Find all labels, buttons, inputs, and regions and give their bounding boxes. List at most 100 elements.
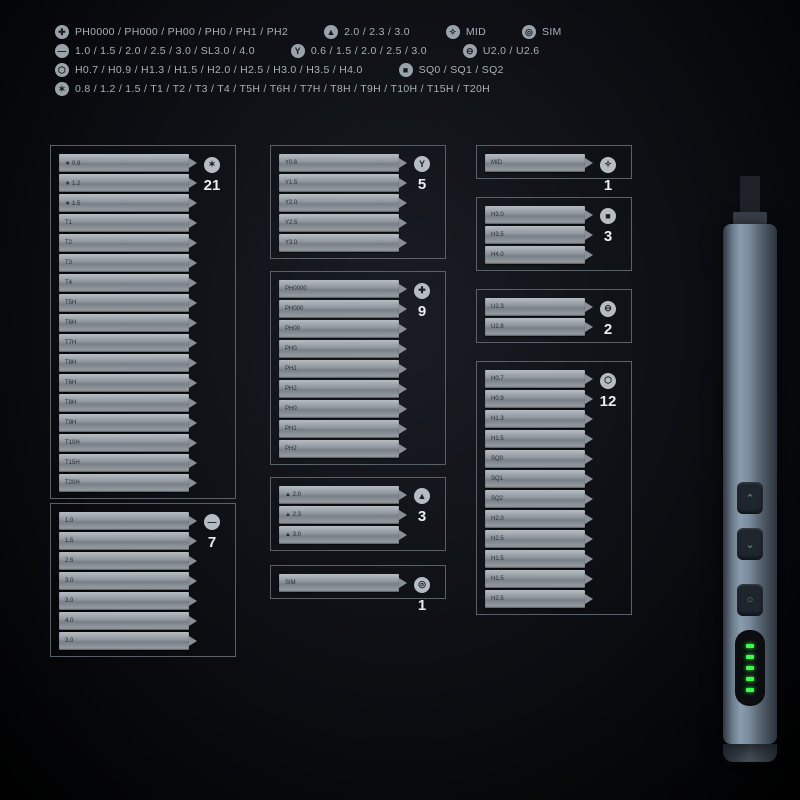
bit-label: Y3.0 bbox=[285, 240, 297, 246]
bit-label: 1.0 bbox=[65, 518, 73, 524]
bit-label: PH0000 bbox=[285, 286, 307, 292]
legend-icon: Y bbox=[291, 44, 305, 58]
bit: T5H bbox=[59, 294, 189, 312]
bit: H1.5 bbox=[485, 430, 585, 448]
bit-label: PH1 bbox=[285, 366, 297, 372]
bit: PH2 bbox=[279, 380, 399, 398]
bit-label: U2.3 bbox=[491, 304, 504, 310]
count-number: 12 bbox=[593, 393, 623, 410]
group-hex: H0.7H0.9H1.3H1.5SQ0SQ1SQ2H2.0H2.5H1.5H1.… bbox=[476, 361, 632, 615]
bit-label: T1 bbox=[65, 220, 72, 226]
count-icon: ✚ bbox=[414, 283, 430, 299]
legend-icon: ▲ bbox=[324, 25, 338, 39]
bit: 3.0 bbox=[59, 632, 189, 650]
bit-label: H2.0 bbox=[491, 516, 504, 522]
driver-display bbox=[735, 630, 765, 706]
bit-label: PH2 bbox=[285, 446, 297, 452]
legend-text: 2.0 / 2.3 / 3.0 bbox=[344, 26, 410, 38]
legend-icon: ■ bbox=[399, 63, 413, 77]
bits-column: 1.01.52.53.03.04.03.0 bbox=[59, 512, 189, 650]
bit: T7H bbox=[59, 334, 189, 352]
bit-label: H2.5 bbox=[491, 596, 504, 602]
bit-label: 3.0 bbox=[65, 638, 73, 644]
bits-column: ▲ 2.0▲ 2.3▲ 3.0 bbox=[279, 486, 399, 544]
legend-text: 1.0 / 1.5 / 2.0 / 2.5 / 3.0 / SL3.0 / 4.… bbox=[75, 45, 255, 57]
count-icon: — bbox=[204, 514, 220, 530]
driver-button[interactable]: ○ bbox=[737, 584, 763, 616]
legend-icon: ◎ bbox=[522, 25, 536, 39]
legend-text: H0.7 / H0.9 / H1.3 / H1.5 / H2.0 / H2.5 … bbox=[75, 64, 363, 76]
bit: T4 bbox=[59, 274, 189, 292]
bit-label: T4 bbox=[65, 280, 72, 286]
bit-label: ★ 1.2 bbox=[65, 180, 80, 187]
bits-column: H3.0H3.5H4.0 bbox=[485, 206, 585, 264]
bit: SIM bbox=[279, 574, 399, 592]
count-column: ▲3 bbox=[407, 486, 437, 525]
count-column: ⬡12 bbox=[593, 370, 623, 410]
legend-extra: ■SQ0 / SQ1 / SQ2 bbox=[399, 63, 504, 77]
legend-text: MID bbox=[466, 26, 486, 38]
bit: H0.7 bbox=[485, 370, 585, 388]
count-column: Y5 bbox=[407, 154, 437, 193]
bits-column: SIM bbox=[279, 574, 399, 592]
bit: 1.5 bbox=[59, 532, 189, 550]
legend-row: ✶0.8 / 1.2 / 1.5 / T1 / T2 / T3 / T4 / T… bbox=[55, 82, 745, 96]
bits-column: Y0.6Y1.5Y2.0Y2.5Y3.0 bbox=[279, 154, 399, 252]
group-torx: ★ 0.8★ 1.2★ 1.5T1T2T3T4T5HT6HT7HT8HT6HT8… bbox=[50, 145, 236, 499]
bit: Y0.6 bbox=[279, 154, 399, 172]
bit-label: T6H bbox=[65, 320, 76, 326]
legend-icon: ⊖ bbox=[463, 44, 477, 58]
bit: SQ2 bbox=[485, 490, 585, 508]
legend-area: ✚PH0000 / PH000 / PH00 / PH0 / PH1 / PH2… bbox=[0, 0, 800, 109]
bit: H3.5 bbox=[485, 226, 585, 244]
led-icon bbox=[746, 688, 754, 692]
bits-column: MID bbox=[485, 154, 585, 172]
bits-column: U2.3U2.8 bbox=[485, 298, 585, 336]
led-icon bbox=[746, 644, 754, 648]
legend-extra: ◎ SIM bbox=[522, 25, 562, 39]
bit: PH000 bbox=[279, 300, 399, 318]
bit: PH0 bbox=[279, 400, 399, 418]
bit: ★ 1.2 bbox=[59, 174, 189, 192]
count-icon: ■ bbox=[600, 208, 616, 224]
bit-label: 2.5 bbox=[65, 558, 73, 564]
driver-button[interactable]: ⌃ bbox=[737, 482, 763, 514]
bit-label: T2 bbox=[65, 240, 72, 246]
count-icon: Y bbox=[414, 156, 430, 172]
group-mid: MID✧1 bbox=[476, 145, 632, 179]
bit-label: H1.3 bbox=[491, 416, 504, 422]
legend-extra: ⊖U2.0 / U2.6 bbox=[463, 44, 539, 58]
bit: Y2.5 bbox=[279, 214, 399, 232]
driver-button[interactable]: ⌄ bbox=[737, 528, 763, 560]
legend-icon: ⬡ bbox=[55, 63, 69, 77]
legend-icon: ✶ bbox=[55, 82, 69, 96]
screwdriver: ⌃ ⌄ ○ bbox=[718, 176, 782, 764]
bit-label: T8H bbox=[65, 400, 76, 406]
bit: Y2.0 bbox=[279, 194, 399, 212]
count-column: ✚9 bbox=[407, 280, 437, 320]
group-sq: H3.0H3.5H4.0■3 bbox=[476, 197, 632, 271]
bit: 4.0 bbox=[59, 612, 189, 630]
bit: H1.5 bbox=[485, 570, 585, 588]
bit: PH1 bbox=[279, 360, 399, 378]
bit-label: H1.5 bbox=[491, 576, 504, 582]
bits-column: ★ 0.8★ 1.2★ 1.5T1T2T3T4T5HT6HT7HT8HT6HT8… bbox=[59, 154, 189, 492]
bit-label: Y0.6 bbox=[285, 160, 297, 166]
bit-label: T20H bbox=[65, 480, 80, 486]
bit: T8H bbox=[59, 354, 189, 372]
bit-label: 1.5 bbox=[65, 538, 73, 544]
bit: H2.0 bbox=[485, 510, 585, 528]
count-column: —7 bbox=[197, 512, 227, 551]
legend-text: SIM bbox=[542, 26, 562, 38]
bit-label: PH2 bbox=[285, 386, 297, 392]
bit-label: PH000 bbox=[285, 306, 303, 312]
count-icon: ◎ bbox=[414, 577, 430, 593]
group-phil: PH0000PH000PH00PH0PH1PH2PH0PH1PH2✚9 bbox=[270, 271, 446, 465]
bit-label: T7H bbox=[65, 340, 76, 346]
bit: Y3.0 bbox=[279, 234, 399, 252]
bit: T15H bbox=[59, 454, 189, 472]
bit-label: MID bbox=[491, 160, 502, 166]
legend-text: PH0000 / PH000 / PH00 / PH0 / PH1 / PH2 bbox=[75, 26, 288, 38]
bit: PH2 bbox=[279, 440, 399, 458]
bit: SQ0 bbox=[485, 450, 585, 468]
